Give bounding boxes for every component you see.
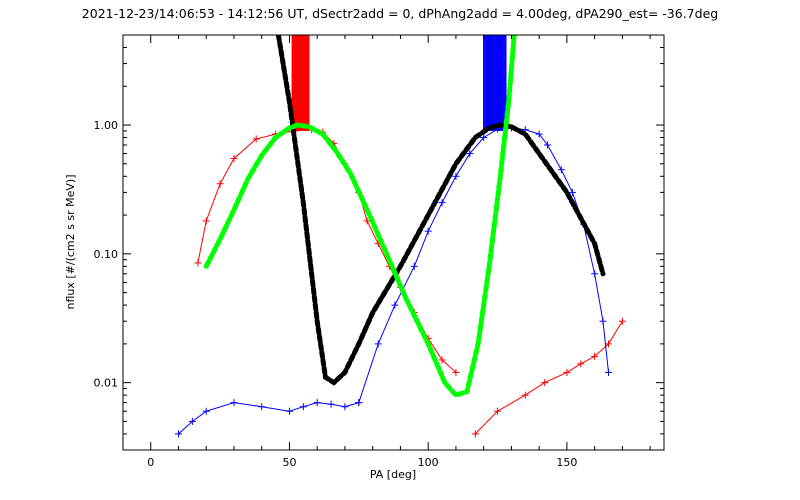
data-point	[202, 407, 210, 415]
series-line-red	[197, 129, 457, 373]
x-tick-label: 50	[282, 456, 296, 469]
data-point	[557, 166, 565, 174]
y-tick-label: 0.10	[94, 248, 119, 261]
data-point	[452, 368, 460, 376]
data-point	[605, 368, 613, 376]
series-red-1	[471, 317, 626, 438]
data-point	[521, 391, 529, 399]
data-point	[591, 352, 599, 360]
series-layer	[174, 35, 626, 438]
data-point	[230, 154, 238, 162]
data-point	[410, 262, 418, 270]
data-point	[599, 317, 607, 325]
data-point	[438, 199, 446, 207]
data-point	[194, 259, 202, 267]
spike-band-blue	[483, 35, 507, 131]
data-point	[355, 399, 363, 407]
fit-curve-green	[203, 35, 517, 398]
axes-frame	[122, 34, 665, 451]
series-red-0	[194, 126, 460, 376]
data-point	[480, 134, 488, 142]
data-point	[216, 180, 224, 188]
series-line-blue	[358, 127, 609, 403]
data-point	[258, 403, 266, 411]
data-point	[591, 270, 599, 278]
data-point	[541, 379, 549, 387]
x-axis-label: PA [deg]	[370, 468, 416, 481]
series-black-4	[275, 35, 606, 386]
y-tick-label: 1.00	[94, 119, 119, 132]
data-point	[230, 399, 238, 407]
y-tick-label: 0.01	[94, 377, 119, 390]
series-line-blue	[178, 402, 359, 435]
data-point	[285, 407, 293, 415]
series-line-red	[474, 320, 623, 435]
data-point	[543, 141, 551, 149]
data-point	[299, 403, 307, 411]
y-axis-label: nflux [#/(cm2 s sr MeV)]	[64, 175, 77, 310]
data-point	[188, 417, 196, 425]
data-point	[252, 135, 260, 143]
fit-curve-black	[275, 35, 606, 386]
series-blue-2	[174, 399, 363, 438]
data-point	[313, 399, 321, 407]
x-tick-label: 150	[556, 456, 577, 469]
data-point	[374, 340, 382, 348]
ticks-layer: 0 50 100 150 0.01 0.10 1.00	[94, 35, 664, 469]
data-point	[327, 400, 335, 408]
data-point	[438, 356, 446, 364]
series-green-5	[203, 35, 517, 398]
data-point	[605, 340, 613, 348]
data-point	[341, 403, 349, 411]
data-point	[494, 407, 502, 415]
data-point	[535, 130, 543, 138]
data-point	[618, 317, 626, 325]
chart-title: 2021-12-23/14:06:53 - 14:12:56 UT, dSect…	[82, 6, 718, 21]
data-point	[452, 172, 460, 180]
x-tick-label: 100	[418, 456, 439, 469]
x-tick-label: 0	[147, 456, 154, 469]
spike-band-red	[291, 35, 310, 131]
data-point	[202, 217, 210, 225]
data-point	[568, 188, 576, 196]
data-point	[424, 227, 432, 235]
data-point	[174, 430, 182, 438]
data-point	[563, 368, 571, 376]
data-point	[577, 360, 585, 368]
data-point	[471, 430, 479, 438]
data-point	[391, 301, 399, 309]
data-point	[466, 150, 474, 158]
